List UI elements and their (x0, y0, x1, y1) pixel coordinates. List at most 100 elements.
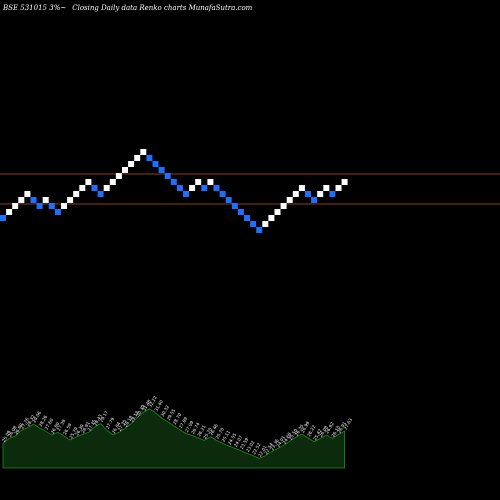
value-labels: 25.0926.0826.6027.7628.3229.0628.2627.60… (1, 395, 354, 458)
value-label-38: 24.55 (227, 432, 238, 446)
value-label-24: 31.48 (141, 398, 152, 412)
value-label-41: 23.02 (245, 439, 256, 453)
value-label-14: 26.91 (80, 421, 91, 435)
up-brick-33 (195, 179, 202, 185)
up-brick-50 (298, 185, 305, 191)
down-brick-40 (237, 209, 244, 215)
up-brick-46 (274, 209, 281, 215)
up-brick-20 (115, 173, 122, 179)
down-brick-39 (231, 203, 238, 209)
up-brick-48 (286, 197, 293, 203)
down-brick-10 (54, 209, 61, 215)
value-label-48: 25.50 (288, 427, 299, 441)
header-caption: Closing Daily data Renko charts MunafaSu… (72, 4, 252, 12)
down-brick-37 (219, 191, 226, 197)
value-label-16: 28.43 (93, 413, 104, 427)
up-brick-45 (268, 215, 275, 221)
up-brick-22 (128, 161, 135, 167)
up-brick-21 (122, 167, 128, 173)
value-label-53: 26.08 (318, 425, 329, 439)
value-area (2, 408, 345, 469)
value-label-13: 26.39 (74, 423, 85, 437)
value-label-1: 25.09 (1, 429, 12, 443)
up-brick-18 (103, 185, 110, 191)
value-label-47: 24.68 (282, 431, 293, 445)
down-brick-26 (152, 161, 159, 167)
value-label-21: 28.18 (123, 414, 134, 428)
value-label-8: 27.60 (44, 417, 55, 431)
value-label-27: 30.32 (160, 404, 171, 418)
value-label-51: 26.22 (306, 424, 317, 438)
down-brick-17 (97, 191, 104, 197)
value-label-20: 27.35 (117, 418, 128, 432)
value-label-39: 24.07 (233, 434, 244, 448)
down-brick-34 (201, 185, 208, 191)
value-area-path (2, 408, 345, 469)
value-label-57: 27.63 (343, 417, 354, 431)
up-brick-14 (79, 185, 86, 191)
up-brick-32 (189, 185, 196, 191)
value-label-9: 26.80 (50, 421, 61, 435)
down-brick-6 (30, 197, 37, 203)
value-label-52: 25.42 (312, 428, 323, 442)
value-label-18: 27.79 (105, 416, 116, 430)
down-brick-41 (244, 215, 250, 221)
value-label-34: 25.70 (202, 426, 213, 440)
value-label-10: 27.39 (56, 418, 67, 432)
down-brick-16 (91, 185, 98, 191)
value-label-32: 26.74 (190, 421, 201, 435)
value-label-6: 29.06 (32, 410, 43, 424)
value-label-50: 26.99 (300, 420, 311, 434)
up-brick-5 (24, 191, 31, 197)
value-label-40: 23.59 (239, 437, 250, 451)
down-brick-7 (36, 203, 43, 209)
up-brick-2 (6, 209, 13, 215)
down-brick-30 (176, 185, 183, 191)
up-brick-54 (323, 185, 330, 191)
up-brick-24 (140, 149, 147, 155)
down-brick-42 (250, 221, 257, 227)
up-brick-49 (292, 191, 299, 197)
value-label-5: 28.32 (25, 414, 36, 428)
value-label-45: 23.36 (269, 438, 280, 452)
value-label-36: 25.70 (215, 426, 226, 440)
value-label-25: 32.22 (147, 395, 158, 409)
value-label-33: 26.21 (196, 424, 207, 438)
up-brick-53 (317, 191, 324, 197)
value-label-29: 28.70 (172, 412, 183, 426)
value-label-19: 26.84 (111, 421, 122, 435)
down-brick-31 (183, 191, 189, 197)
header-tilde: ~ (60, 4, 66, 12)
down-brick-52 (311, 197, 318, 203)
value-label-12: 25.79 (68, 426, 79, 440)
value-label-37: 25.11 (221, 429, 232, 443)
value-label-26: 31.40 (154, 399, 165, 413)
header-symbol: BSE 531015 (2, 4, 49, 12)
value-label-17: 29.17 (99, 410, 110, 424)
up-brick-47 (280, 203, 287, 209)
up-brick-35 (207, 179, 214, 185)
up-brick-23 (134, 155, 141, 161)
value-label-44: 22.54 (263, 442, 274, 456)
renko-bricks (0, 149, 348, 233)
down-brick-36 (213, 185, 220, 191)
header-percent: 3% (49, 4, 60, 12)
up-brick-15 (85, 179, 92, 185)
down-brick-55 (329, 191, 336, 197)
up-brick-11 (61, 203, 67, 209)
down-brick-51 (305, 191, 311, 197)
value-label-55: 26.10 (330, 425, 341, 439)
value-label-31: 27.09 (184, 420, 195, 434)
value-label-49: 26.35 (294, 423, 305, 437)
value-label-22: 29.13 (129, 410, 140, 424)
value-label-56: 26.91 (337, 421, 348, 435)
down-brick-1 (0, 215, 6, 221)
up-brick-3 (12, 203, 19, 209)
down-brick-9 (48, 203, 55, 209)
value-label-43: 22.01 (257, 444, 268, 458)
down-brick-28 (164, 173, 171, 179)
up-brick-12 (67, 197, 74, 203)
value-label-42: 22.52 (251, 442, 262, 456)
